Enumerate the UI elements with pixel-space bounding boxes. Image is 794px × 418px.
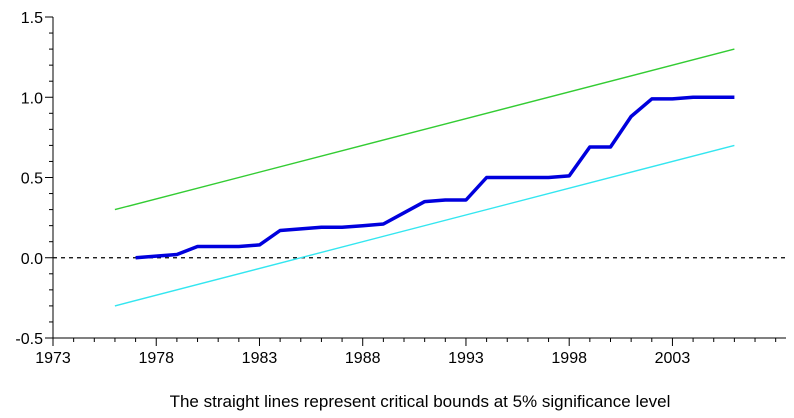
series-line-lower-bound <box>114 144 735 307</box>
y-tick-label: -0.5 <box>15 331 43 348</box>
series-group <box>114 48 735 307</box>
series-line-statistic <box>135 95 735 260</box>
x-tick-label: 1993 <box>448 350 484 367</box>
x-tick-label: 1983 <box>242 350 278 367</box>
x-tick-label: 1988 <box>345 350 381 367</box>
y-tick-label: 0.5 <box>21 171 43 188</box>
x-tick-label: 1998 <box>551 350 587 367</box>
series-line-upper-bound <box>114 48 735 211</box>
axes <box>52 17 786 339</box>
y-tick-label: 0.0 <box>21 251 43 268</box>
x-tick-label: 1978 <box>138 350 174 367</box>
chart-caption: The straight lines represent critical bo… <box>170 392 671 411</box>
y-tick-label: 1.0 <box>21 90 43 107</box>
y-tick-label: 1.5 <box>21 10 43 27</box>
x-tick-label: 1973 <box>35 350 71 367</box>
y-ticks: -0.5 0.0 0.5 1.0 1.5 <box>15 10 53 348</box>
x-tick-label: 2003 <box>655 350 691 367</box>
x-ticks: 1973 1978 1983 1988 1993 1998 2003 <box>35 338 777 367</box>
